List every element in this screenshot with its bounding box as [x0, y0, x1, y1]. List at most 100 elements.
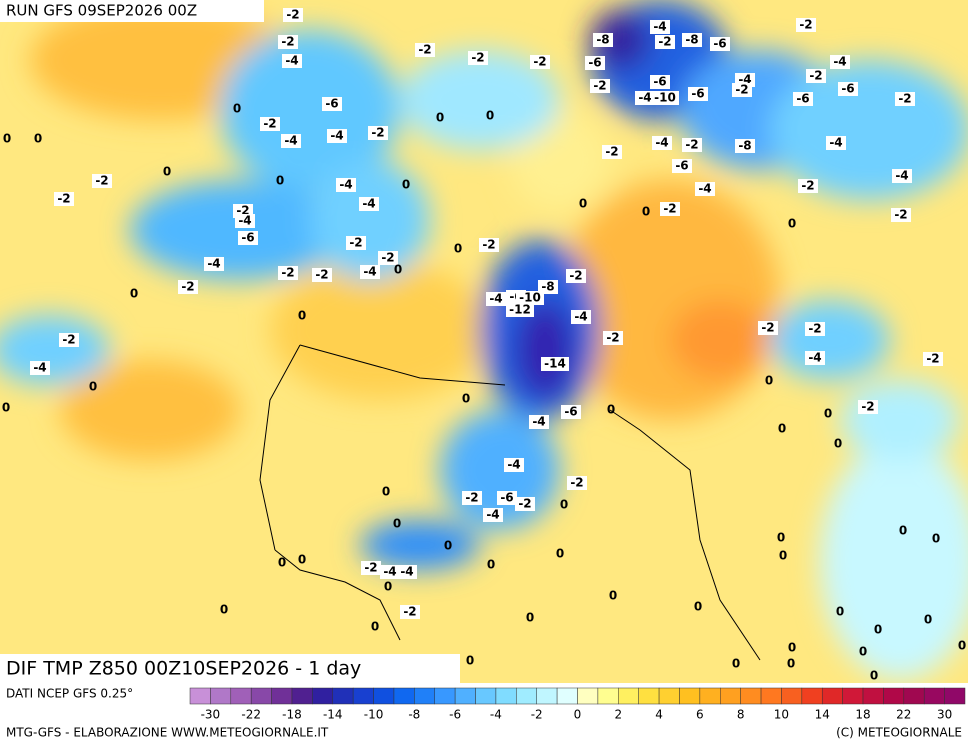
label-box — [327, 129, 347, 143]
label-box — [805, 322, 825, 336]
contour-label: -2 — [465, 491, 478, 505]
contour-label: -2 — [95, 174, 108, 188]
legend-swatch — [352, 687, 374, 705]
label-box — [672, 159, 692, 173]
contour-label: -2 — [605, 145, 618, 159]
label-box — [397, 565, 417, 579]
label-box — [635, 91, 655, 105]
legend-swatch — [801, 687, 823, 705]
label-box — [479, 238, 499, 252]
legend-swatch — [475, 687, 497, 705]
label-box — [360, 265, 380, 279]
label-box — [538, 280, 558, 294]
label-box — [830, 55, 850, 69]
label-box — [682, 33, 702, 47]
contour-label: -2 — [482, 238, 495, 252]
contour-label: -4 — [285, 54, 298, 68]
contour-label: -4 — [698, 182, 711, 196]
legend-swatch — [230, 687, 252, 705]
legend-tick-label: 0 — [574, 708, 582, 722]
contour-label: 0 — [2, 401, 10, 415]
legend-swatch — [944, 687, 966, 705]
contour-label: -6 — [796, 92, 809, 106]
label-box — [650, 75, 670, 89]
contour-label: 0 — [836, 605, 844, 619]
contour-label: 0 — [436, 111, 444, 125]
contour-label: 0 — [609, 589, 617, 603]
contour-label: 0 — [89, 380, 97, 394]
label-box — [322, 97, 342, 111]
legend-swatch — [740, 687, 762, 705]
field — [0, 0, 968, 683]
legend-swatch — [699, 687, 721, 705]
map-title: DIF TMP Z850 00Z10SEP2026 - 1 day — [6, 658, 361, 680]
legend-tick-label: -10 — [364, 708, 384, 722]
label-box — [30, 361, 50, 375]
contour-label: -2 — [263, 117, 276, 131]
contour-label: -4 — [833, 55, 846, 69]
contour-label: -6 — [241, 231, 254, 245]
contour-label: -8 — [596, 33, 609, 47]
contour-label: -4 — [362, 197, 375, 211]
legend-tick-label: 2 — [614, 708, 622, 722]
contour-label: -4 — [383, 565, 396, 579]
label-box — [278, 266, 298, 280]
contour-label: 0 — [394, 263, 402, 277]
label-box — [805, 351, 825, 365]
contour-label: -8 — [685, 33, 698, 47]
label-box — [283, 8, 303, 22]
contour-label: -6 — [841, 82, 854, 96]
contour-label: -2 — [570, 476, 583, 490]
label-box — [735, 139, 755, 153]
contour-label: 0 — [765, 374, 773, 388]
contour-label: 0 — [694, 600, 702, 614]
contour-labels: -2 -2 -4 -2 -2 -2 -8 -4 -2 -8 -6 -2 -4 -2 -4 -2 -6 -6 -2 -4… — [2, 8, 966, 683]
label-box — [732, 83, 752, 97]
contour-label: 0 — [486, 109, 494, 123]
legend-tick-label: 14 — [815, 708, 830, 722]
label-box — [695, 182, 715, 196]
contour-label: 0 — [579, 197, 587, 211]
contour-label: 0 — [642, 205, 650, 219]
contour-label: 0 — [834, 437, 842, 451]
contour-label: 0 — [732, 657, 740, 671]
contour-label: -8 — [541, 280, 554, 294]
label-box — [652, 136, 672, 150]
contour-label: -4 — [829, 136, 842, 150]
contour-label: 0 — [444, 539, 452, 553]
contour-label: -4 — [532, 415, 545, 429]
label-box — [483, 508, 503, 522]
contour-label: 0 — [870, 669, 878, 683]
contour-label: 0 — [778, 422, 786, 436]
label-box — [336, 178, 356, 192]
contour-label: 0 — [393, 517, 401, 531]
label-box — [361, 561, 381, 575]
legend-tick-label: 6 — [696, 708, 704, 722]
label-box — [515, 497, 535, 511]
legend-swatch — [720, 687, 741, 705]
contour-label: 0 — [382, 485, 390, 499]
contour-label: -4 — [574, 310, 587, 324]
label-box — [312, 268, 332, 282]
label-box — [400, 605, 420, 619]
contour-label: -4 — [363, 265, 376, 279]
contour-label: -4 — [400, 565, 413, 579]
contour-label: 0 — [859, 645, 867, 659]
contour-label: 0 — [560, 498, 568, 512]
contour-label: -4 — [339, 178, 352, 192]
contour-label: 0 — [278, 556, 286, 570]
label-box — [826, 136, 846, 150]
contour-label: -4 — [33, 361, 46, 375]
contour-label: -6 — [653, 75, 666, 89]
contour-label: 0 — [788, 217, 796, 231]
contour-label: -2 — [593, 79, 606, 93]
label-box — [585, 56, 605, 70]
contour-label: 0 — [779, 549, 787, 563]
contour-label: 0 — [3, 132, 11, 146]
contour-label: -2 — [471, 51, 484, 65]
label-box — [541, 357, 569, 371]
label-box — [486, 292, 506, 306]
contour-label: 0 — [384, 580, 392, 594]
label-box — [59, 333, 79, 347]
